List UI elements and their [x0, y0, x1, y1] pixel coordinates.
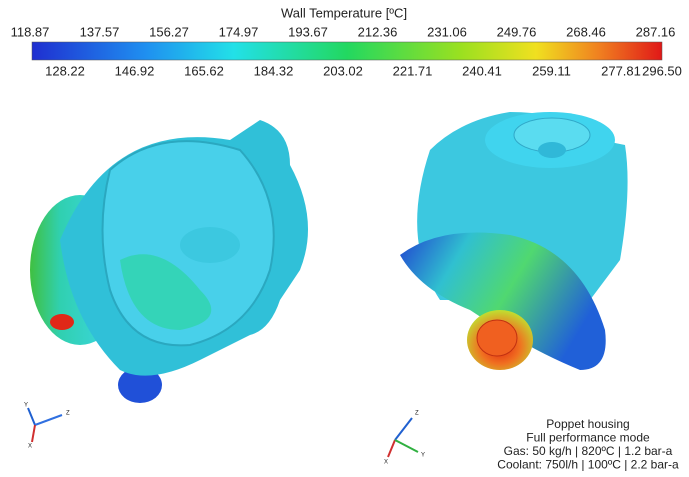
right-triad: Z X Y [384, 411, 425, 466]
tick-label-bottom: 259.11 [532, 63, 571, 78]
tick-label-bottom: 277.81 [601, 63, 641, 78]
tick-label-top: 118.87 [11, 24, 50, 39]
tick-label-top: 174.97 [219, 24, 259, 39]
colorbar [32, 42, 662, 60]
right-model [400, 112, 628, 370]
left-model [30, 120, 308, 403]
tick-label-bottom: 146.92 [115, 63, 155, 78]
tick-label-bottom: 296.50 [642, 63, 682, 78]
annotation-line: Coolant: 750l/h | 100ºC | 2.2 bar-a [497, 458, 679, 472]
tick-label-top: 249.76 [497, 24, 537, 39]
triad-label: X [28, 444, 32, 450]
page: Wall Temperature [ºC] 118.87 137.57 156.27… [0, 0, 689, 477]
tick-label-top: 268.46 [566, 24, 606, 39]
tick-label-bottom: 165.62 [184, 63, 224, 78]
triad-label: Z [415, 411, 419, 417]
triad-label: Y [421, 453, 425, 459]
triad-label: Y [24, 403, 28, 409]
left-triad: Y Z X [24, 403, 70, 450]
tick-label-top: 156.27 [149, 24, 189, 39]
tick-label-top: 212.36 [358, 24, 398, 39]
tick-label-top: 193.67 [288, 24, 328, 39]
tick-label-top: 231.06 [427, 24, 467, 39]
tick-label-bottom: 184.32 [254, 63, 294, 78]
triad-label: Z [66, 411, 70, 417]
triad-label: X [384, 460, 388, 466]
tick-label-top: 287.16 [636, 24, 676, 39]
tick-label-top: 137.57 [80, 24, 120, 39]
colorbar-title: Wall Temperature [ºC] [281, 5, 407, 20]
tick-label-bottom: 240.41 [462, 63, 502, 78]
tick-label-bottom: 203.02 [323, 63, 363, 78]
annotation-line: Gas: 50 kg/h | 820ºC | 1.2 bar-a [504, 444, 673, 458]
annotation-line: Full performance mode [526, 431, 650, 445]
annotation-line: Poppet housing [546, 417, 629, 431]
tick-label-bottom: 128.22 [45, 63, 85, 78]
tick-label-bottom: 221.71 [393, 63, 433, 78]
